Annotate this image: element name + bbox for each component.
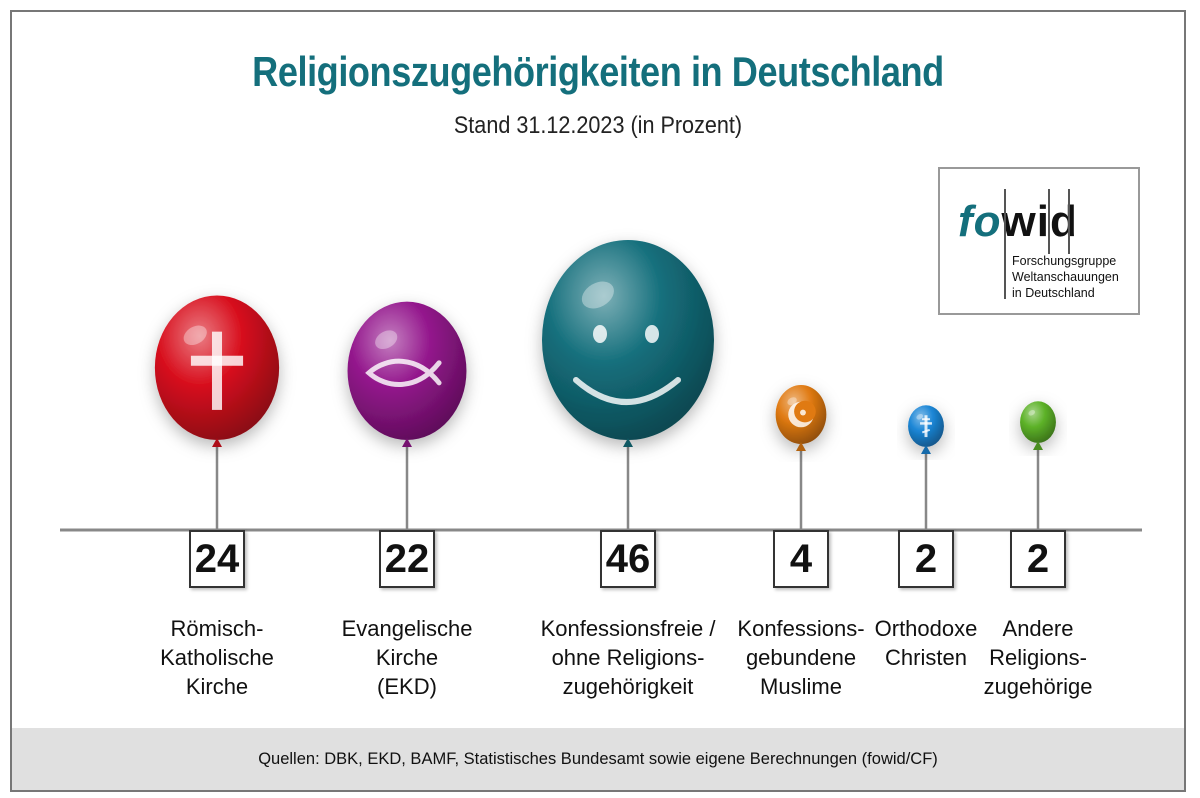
source-text: Quellen: DBK, EKD, BAMF, Statistisches B… (258, 749, 938, 768)
balloon-highlight (375, 330, 398, 350)
value-label: 24 (189, 530, 245, 588)
balloon-3 (775, 385, 827, 451)
crescent-star-icon (800, 409, 806, 416)
balloon-highlight (1028, 409, 1036, 416)
balloon-body (1020, 401, 1056, 443)
orthodox-cross-icon (924, 415, 928, 438)
balloon-4 (908, 405, 944, 454)
balloon-body (347, 301, 467, 440)
fowid-logo: fowid Forschungsgruppe Weltanschauungen … (938, 167, 1140, 315)
logo-text: Forschungsgruppe Weltanschauungen in Deu… (1012, 254, 1119, 300)
balloon-0 (154, 295, 280, 447)
balloon-2 (542, 240, 714, 447)
category-label: Orthodoxe Christen (874, 616, 978, 670)
smiley-icon (645, 325, 659, 343)
balloon-knot (796, 442, 806, 451)
orthodox-cross-icon (922, 418, 930, 421)
chart-frame: Religionszugehörigkeiten in Deutschland … (10, 10, 1186, 792)
balloon-knot (1033, 441, 1043, 450)
category-label: Andere Religions- zugehörige (983, 616, 1093, 699)
value-label: 2 (898, 530, 954, 588)
orthodox-cross-icon (920, 422, 932, 425)
balloon-5 (1020, 401, 1056, 450)
category-label: Römisch- Katholische Kirche (160, 616, 274, 699)
category-label: Konfessionsfreie / ohne Religions- zugeh… (540, 616, 716, 699)
fish-icon (365, 358, 442, 387)
balloon-knot (921, 445, 931, 454)
value-label: 46 (600, 530, 656, 588)
orthodox-cross-icon (921, 428, 931, 434)
balloon-body (542, 240, 714, 440)
balloon-knot (212, 438, 222, 447)
balloon-highlight (787, 397, 797, 406)
smiley-icon (593, 325, 607, 343)
cross-icon (190, 355, 244, 366)
cross-icon (211, 331, 223, 410)
smiley-icon (573, 377, 681, 405)
balloon-highlight (916, 413, 924, 420)
balloon-highlight (183, 325, 207, 346)
value-label: 22 (379, 530, 435, 588)
source-footer: Quellen: DBK, EKD, BAMF, Statistisches B… (12, 728, 1184, 790)
value-label: 4 (773, 530, 829, 588)
balloon-knot (402, 438, 412, 447)
value-label: 2 (1010, 530, 1066, 588)
balloon-1 (347, 301, 467, 447)
balloon-highlight (581, 281, 614, 309)
chart-subtitle: Stand 31.12.2023 (in Prozent) (453, 112, 743, 139)
chart-title: Religionszugehörigkeiten in Deutschland (252, 48, 944, 95)
balloon-knot (623, 438, 633, 447)
category-label: Konfessions- gebundene Muslime (737, 616, 865, 699)
logo-mark: fowid (958, 197, 1078, 246)
category-label: Evangelische Kirche (EKD) (341, 616, 473, 699)
